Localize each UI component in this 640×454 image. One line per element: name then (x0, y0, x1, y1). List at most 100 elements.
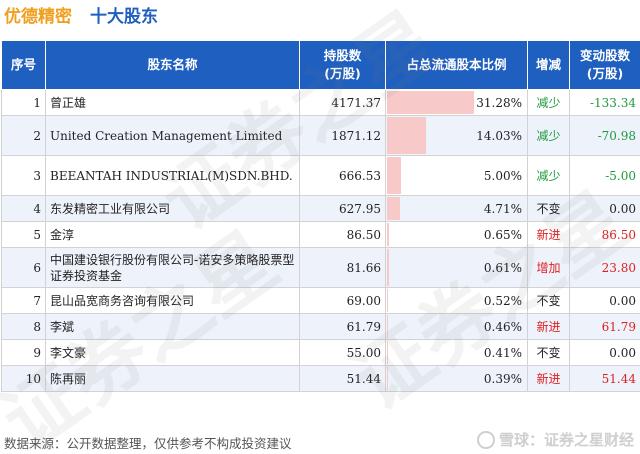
share-change: 0.00 (569, 287, 640, 314)
ratio-bar (387, 91, 475, 114)
change-status: 新进 (527, 313, 570, 340)
share-change: 86.50 (569, 221, 640, 248)
row-rank: 5 (1, 221, 46, 248)
share-change: 51.44 (569, 365, 640, 392)
change-status: 不变 (527, 339, 570, 366)
row-rank: 4 (1, 195, 46, 222)
shareholder-name: 中国建设银行股份有限公司-诺安多策略股票型证券投资基金 (45, 247, 300, 288)
share-change: -70.98 (569, 115, 640, 156)
row-rank: 1 (1, 89, 46, 116)
ratio-bar (387, 197, 401, 220)
ratio-bar (387, 367, 389, 390)
table-header-row: 序号 股东名称 持股数 (万股) 占总流通股本比例 增减 变动股数 (万股) (1, 40, 640, 90)
ratio-bar (387, 289, 389, 312)
shareholder-name: 曾正雄 (45, 89, 300, 116)
share-change: -133.34 (569, 89, 640, 116)
shares-held: 1871.12 (299, 115, 386, 156)
row-rank: 10 (1, 365, 46, 392)
table-row: 6 中国建设银行股份有限公司-诺安多策略股票型证券投资基金 81.66 0.61% 增加… (1, 247, 640, 288)
row-rank: 6 (1, 247, 46, 288)
shareholders-table: 序号 股东名称 持股数 (万股) 占总流通股本比例 增减 变动股数 (万股) 1… (1, 40, 640, 392)
shares-held: 51.44 (299, 365, 386, 392)
ratio-cell: 0.61% (385, 247, 528, 288)
ratio-value: 0.41% (483, 345, 522, 360)
col-header-rank: 序号 (1, 40, 46, 90)
ratio-bar (387, 249, 389, 286)
ratio-value: 14.03% (476, 128, 522, 143)
ratio-value: 0.39% (483, 371, 522, 386)
shares-held: 627.95 (299, 195, 386, 222)
table-row: 7 昆山品宽商务咨询有限公司 69.00 0.52% 不变 0.00 (1, 287, 640, 314)
col-header-name: 股东名称 (45, 40, 300, 90)
ratio-value: 4.71% (483, 201, 522, 216)
share-change: 23.80 (569, 247, 640, 288)
ratio-bar (387, 157, 401, 194)
share-change: -5.00 (569, 155, 640, 196)
col-header-shares: 持股数 (万股) (299, 40, 386, 90)
change-status: 新进 (527, 221, 570, 248)
change-status: 新进 (527, 365, 570, 392)
company-name: 优德精密 (4, 7, 72, 27)
ratio-value: 0.52% (483, 293, 522, 308)
shares-held: 61.79 (299, 313, 386, 340)
shareholder-name: 金淳 (45, 221, 300, 248)
change-status: 不变 (527, 287, 570, 314)
table-row: 2 United Creation Management Limited 1871.… (1, 115, 640, 156)
table-row: 5 金淳 86.50 0.65% 新进 86.50 (1, 221, 640, 248)
ratio-cell: 14.03% (385, 115, 528, 156)
change-status: 不变 (527, 195, 570, 222)
brand-label: 雪球：证券之星财经 (476, 429, 634, 450)
shareholder-name: United Creation Management Limited (45, 115, 300, 156)
ratio-cell: 5.00% (385, 155, 528, 196)
shares-held: 4171.37 (299, 89, 386, 116)
brand-text: 雪球：证券之星财经 (498, 431, 634, 449)
row-rank: 8 (1, 313, 46, 340)
row-rank: 9 (1, 339, 46, 366)
data-source-note: 数据来源：公开数据整理，仅供参考不构成投资建议 (4, 436, 292, 451)
ratio-value: 31.28% (476, 95, 522, 110)
ratio-cell: 4.71% (385, 195, 528, 222)
section-title: 十大股东 (90, 7, 158, 27)
ratio-bar (387, 315, 389, 338)
row-rank: 7 (1, 287, 46, 314)
shareholder-name: 东发精密工业有限公司 (45, 195, 300, 222)
col-header-delta: 变动股数 (万股) (569, 40, 640, 90)
share-change: 0.00 (569, 195, 640, 222)
ratio-cell: 0.52% (385, 287, 528, 314)
col-header-change: 增减 (527, 40, 570, 90)
shares-held: 666.53 (299, 155, 386, 196)
shares-held: 86.50 (299, 221, 386, 248)
table-row: 4 东发精密工业有限公司 627.95 4.71% 不变 0.00 (1, 195, 640, 222)
row-rank: 3 (1, 155, 46, 196)
shareholder-name: 李文豪 (45, 339, 300, 366)
table-row: 8 李斌 61.79 0.46% 新进 61.79 (1, 313, 640, 340)
ratio-cell: 0.46% (385, 313, 528, 340)
shares-held: 81.66 (299, 247, 386, 288)
ratio-value: 0.61% (483, 260, 522, 275)
change-status: 减少 (527, 115, 570, 156)
share-change: 0.00 (569, 339, 640, 366)
row-rank: 2 (1, 115, 46, 156)
table-body: 1 曾正雄 4171.37 31.28% 减少 -133.34 2 United Creati… (1, 89, 640, 392)
table-row: 10 陈再丽 51.44 0.39% 新进 51.44 (1, 365, 640, 392)
col-header-shares-line2: (万股) (324, 66, 361, 81)
shareholder-name: BEEANTAH INDUSTRIAL(M)SDN.BHD. (45, 155, 300, 196)
change-status: 增加 (527, 247, 570, 288)
ratio-value: 0.46% (483, 319, 522, 334)
ratio-value: 5.00% (483, 168, 522, 183)
ratio-value: 0.65% (483, 227, 522, 242)
col-header-delta-line2: (万股) (586, 66, 624, 81)
table-row: 3 BEEANTAH INDUSTRIAL(M)SDN.BHD. 666.53 5.0… (1, 155, 640, 196)
shareholder-name: 李斌 (45, 313, 300, 340)
share-change: 61.79 (569, 313, 640, 340)
ratio-cell: 0.65% (385, 221, 528, 248)
ratio-bar (387, 341, 389, 364)
change-status: 减少 (527, 155, 570, 196)
ratio-cell: 0.39% (385, 365, 528, 392)
change-status: 减少 (527, 89, 570, 116)
ratio-cell: 0.41% (385, 339, 528, 366)
page-title: 优德精密 十大股东 (4, 2, 158, 28)
shares-held: 69.00 (299, 287, 386, 314)
ratio-cell: 31.28% (385, 89, 528, 116)
col-header-delta-line1: 变动股数 (579, 48, 630, 63)
